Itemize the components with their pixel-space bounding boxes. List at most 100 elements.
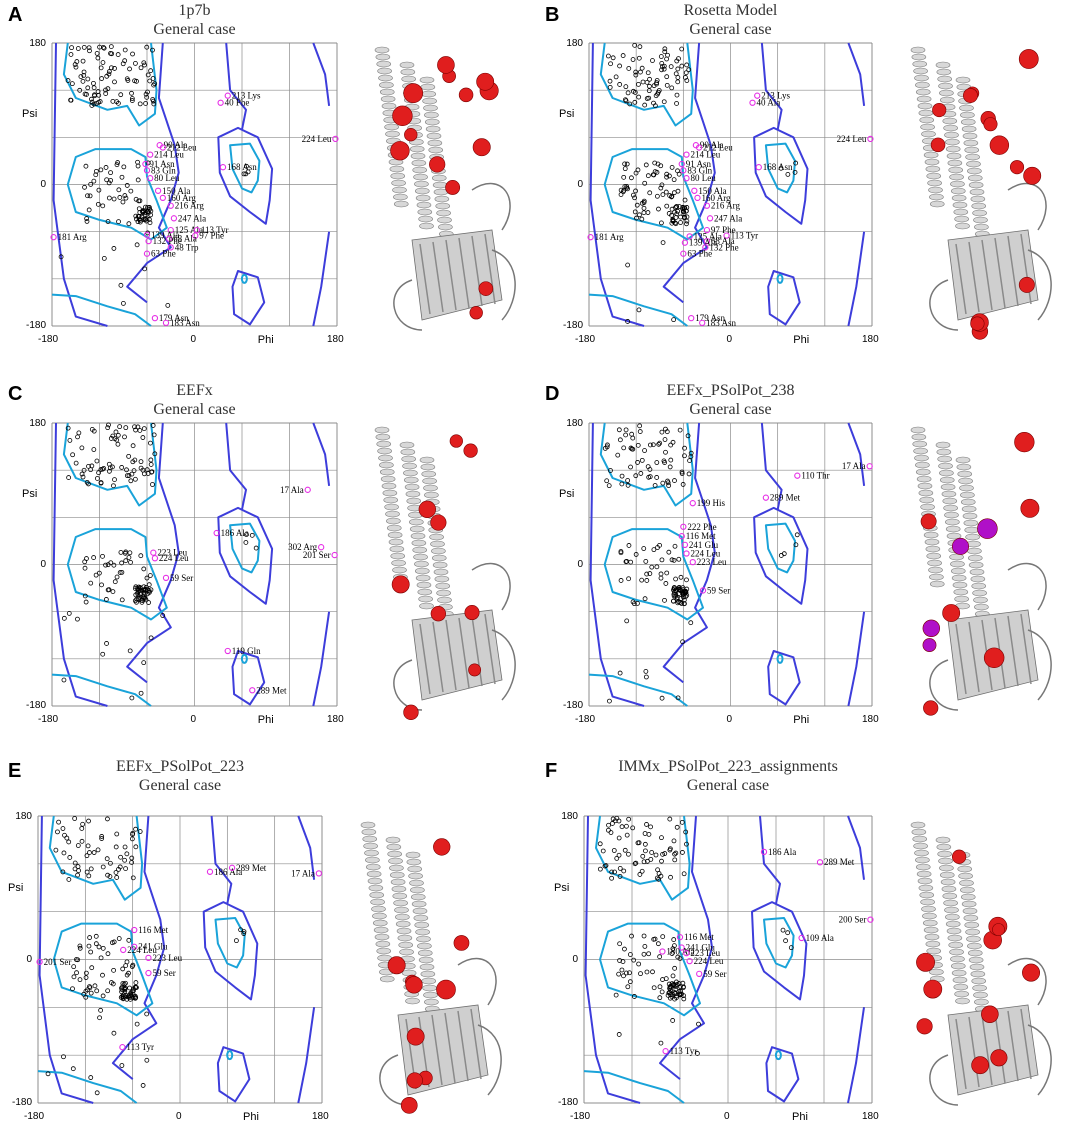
helix-turn [412,166,428,174]
data-point [142,587,148,593]
helix-turn [414,567,430,575]
data-point [160,613,166,618]
helix-turn [391,885,407,893]
helix-turn [911,828,927,836]
data-point [109,980,114,985]
data-point [654,81,659,87]
helix-turn [958,872,973,880]
y-tick-label: 0 [26,953,32,965]
helix-turn [917,877,933,885]
data-point [122,844,128,850]
beta-strand [471,615,483,687]
outlier-label: 91 Asn [686,159,712,169]
data-point [675,208,681,214]
data-point [105,425,111,431]
helix-turn [955,76,971,84]
data-point [82,91,88,97]
data-point [658,571,664,577]
helix-turn [395,920,411,928]
outlier-point [755,164,762,171]
data-point [639,868,645,874]
data-point [98,955,104,961]
data-point [132,476,138,482]
data-point [141,471,147,477]
panel-title-line: General case [153,401,236,418]
data-point [664,74,670,80]
data-point [682,601,687,607]
y-tick-label: -180 [25,320,46,331]
data-point [138,465,144,471]
data-point [130,443,136,449]
data-point [669,193,675,199]
data-point [110,589,116,594]
outlier-label: 241 Glu [689,540,719,550]
data-point [148,208,154,214]
outlier-point [689,500,696,507]
data-point [110,981,116,987]
data-point [676,56,681,61]
outlier-label: 83 Gln [151,165,176,175]
helix-turn [385,510,400,518]
data-point [119,987,125,993]
data-point [674,982,680,987]
data-point [91,85,97,91]
beta-strand [994,1012,1006,1084]
helix-turn [408,872,423,880]
data-point [665,480,671,486]
x-tick-label: -180 [24,1111,45,1122]
data-point [61,615,67,621]
data-point [680,585,686,590]
panel-title: IMMx_PSolPot_223_assignments General case [574,757,882,795]
data-point [794,532,800,538]
data-point [115,441,121,447]
helix-turn [967,167,982,175]
data-point [785,930,791,936]
data-point [129,90,134,96]
data-point [788,945,794,951]
data-point [610,821,615,826]
data-point [610,55,616,61]
helix-turn [965,533,980,541]
y-tick-label: 180 [29,418,46,429]
data-point [118,92,124,98]
data-point [115,100,121,106]
data-point [649,850,655,855]
y-tick-label: -180 [25,700,46,711]
data-point [118,550,124,555]
data-point [660,192,666,198]
helix-turn [937,455,952,463]
data-point [654,564,660,570]
data-point [675,75,681,80]
helix-turn [410,152,426,160]
data-point [109,940,115,946]
data-point [655,161,661,167]
x-tick-label: 0 [190,714,197,725]
outlier-point [867,135,874,143]
data-point [656,206,661,212]
data-point [124,183,130,188]
data-point [661,66,667,72]
data-point [675,188,681,194]
data-point [114,574,120,580]
helix-turn [929,193,944,201]
data-point [676,591,682,596]
outlier-label: 224 Leu [159,553,189,563]
data-point [640,79,646,85]
outlier-residue-sphere [992,923,1005,937]
data-point [74,970,79,976]
data-point [104,856,110,862]
helix-turn [923,926,939,934]
y-tick-label: 180 [566,38,583,49]
helix-turn [972,589,987,597]
helix-turn [387,850,402,858]
panel-label: D [545,383,560,405]
helix-turn [384,123,399,131]
generous-region-contour [225,42,247,130]
allowed-region-contour [240,653,248,664]
outlier-point [689,558,696,566]
helix-turn [413,553,428,561]
generous-region-contour [760,42,783,130]
data-point [600,848,606,854]
data-point [668,992,673,998]
data-point [676,599,682,605]
